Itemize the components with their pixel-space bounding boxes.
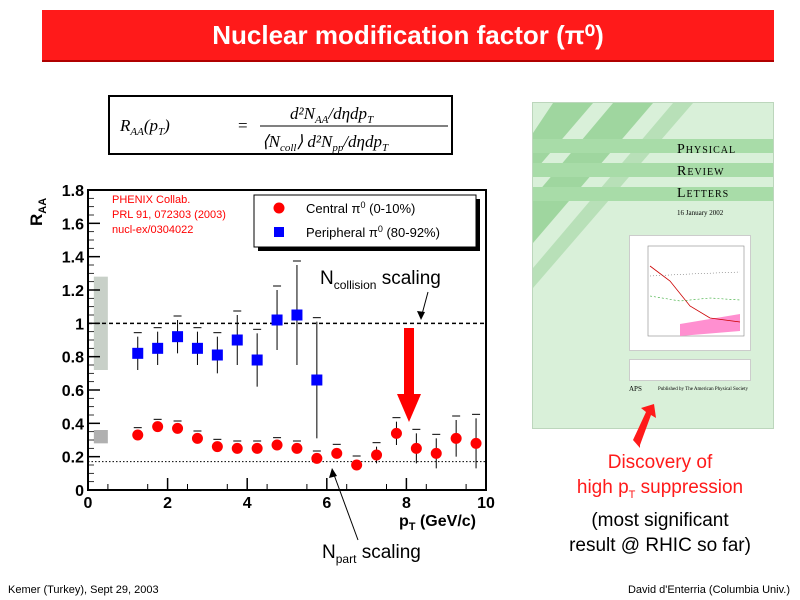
npart-scaling-label: Npart scaling xyxy=(322,542,421,566)
data-point-central xyxy=(430,447,442,459)
y-tick-label: 1.6 xyxy=(62,216,84,233)
formula-denominator: ⟨Ncoll⟩ d²Npp/dηdpT xyxy=(262,132,389,153)
collab-text-line: nucl-ex/0304022 xyxy=(112,224,193,236)
legend-label: Peripheral π0 (80-92%) xyxy=(306,224,440,240)
data-point-central xyxy=(311,452,323,464)
slide-title-bar: Nuclear modification factor (π⁰) xyxy=(42,10,774,60)
legend-box xyxy=(253,194,477,248)
raa-chart: 0 2 4 6 8 10 0 0.2 0.4 0.6 0.8 1 1.2 1.4 1.6 1.8 pT (GeV… xyxy=(0,150,520,590)
discovery-line2: high pT suppression xyxy=(576,477,744,501)
data-point-peripheral xyxy=(291,309,303,321)
x-tick-label: 2 xyxy=(163,495,172,512)
cover-date: 16 January 2002 xyxy=(677,209,724,217)
data-point-peripheral xyxy=(271,314,283,326)
y-tick-label: 0 xyxy=(75,483,84,500)
data-point-central xyxy=(211,441,223,453)
y-tick-label: 0.6 xyxy=(62,383,84,400)
legend-label: Central π0 (0-10%) xyxy=(306,200,415,216)
cover-journal-title: Physical Review Letters xyxy=(677,139,767,205)
data-point-peripheral xyxy=(251,354,263,366)
y-tick-label: 0.2 xyxy=(62,450,84,467)
cover-mini-plot xyxy=(647,245,745,337)
y-tick-label: 1 xyxy=(75,316,84,333)
formula-equals: = xyxy=(238,116,248,135)
data-point-central xyxy=(191,432,203,444)
syst-box-1 xyxy=(93,430,108,444)
data-point-central xyxy=(410,442,422,454)
y-tick-label: 0.8 xyxy=(62,350,84,367)
cover-caption-box xyxy=(629,359,751,381)
prl-cover-image: Physical Review Letters 16 January 2002 … xyxy=(532,102,774,429)
data-point-peripheral xyxy=(191,342,203,354)
cover-publisher: Published by The American Physical Socie… xyxy=(658,387,749,392)
data-point-central xyxy=(390,427,402,439)
data-point-peripheral xyxy=(311,374,323,386)
x-tick-label: 8 xyxy=(402,495,411,512)
x-tick-label: 4 xyxy=(243,495,252,512)
collab-text-line: PHENIX Collab. xyxy=(112,194,190,206)
raa-formula: RAA(pT) = d²NAA/dηdpT ⟨Ncoll⟩ d²Npp/dηdp… xyxy=(119,104,448,154)
data-point-peripheral xyxy=(172,331,184,343)
data-point-peripheral xyxy=(211,349,223,361)
footer-author: David d'Enterria (Columbia Univ.) xyxy=(627,584,790,596)
data-point-peripheral xyxy=(132,347,144,359)
npart-pointer-head xyxy=(329,468,337,478)
raa-chart-svg: 0 2 4 6 8 10 0 0.2 0.4 0.6 0.8 1 1.2 1.4 1.6 1.8 pT (GeV… xyxy=(27,183,495,566)
footer-venue: Kemer (Turkey), Sept 29, 2003 xyxy=(8,584,159,596)
suppression-arrow-shaft xyxy=(404,328,414,396)
cover-journal-line2: Review xyxy=(677,164,725,179)
x-tick-label: 0 xyxy=(84,495,93,512)
data-point-central xyxy=(331,447,343,459)
data-point-central xyxy=(450,432,462,444)
data-point-central xyxy=(351,459,363,471)
data-point-central xyxy=(271,439,283,451)
data-point-peripheral xyxy=(231,334,243,346)
data-point-central xyxy=(371,449,383,461)
y-axis-label: RAA xyxy=(27,198,49,226)
y-tick-label: 0.4 xyxy=(62,416,84,433)
cover-aps-logo: APS xyxy=(629,385,642,393)
y-tick-label: 1.8 xyxy=(62,183,84,200)
collab-text-line: PRL 91, 072303 (2003) xyxy=(112,209,226,221)
y-tick-label: 1.4 xyxy=(62,250,84,267)
x-tick-label: 6 xyxy=(322,495,331,512)
discovery-text: Discovery of high pT suppression (most s… xyxy=(540,450,780,558)
cover-journal-line3: Letters xyxy=(677,186,730,201)
discovery-line1: Discovery of xyxy=(607,452,713,473)
formula-numerator: d²NAA/dηdpT xyxy=(290,104,374,126)
data-point-central xyxy=(152,421,164,433)
data-point-central xyxy=(231,442,243,454)
npart-pointer-line xyxy=(332,471,359,541)
x-tick-label: 10 xyxy=(477,495,495,512)
legend-marker-square xyxy=(274,227,284,237)
y-tick-label: 1.2 xyxy=(62,283,84,300)
discovery-line4: result @ RHIC so far) xyxy=(569,534,751,556)
cover-journal-line1: Physical xyxy=(677,142,737,157)
data-point-central xyxy=(251,442,263,454)
syst-box-0 xyxy=(93,276,108,370)
raa-formula-box: RAA(pT) = d²NAA/dηdpT ⟨Ncoll⟩ d²Npp/dηdp… xyxy=(108,95,453,155)
slide-title: Nuclear modification factor (π⁰) xyxy=(212,19,604,50)
ncoll-scaling-label: Ncollision scaling xyxy=(320,268,441,292)
x-axis-label: pT (GeV/c) xyxy=(399,513,476,533)
cover-figure xyxy=(629,235,751,351)
data-point-peripheral xyxy=(152,342,164,354)
data-point-central xyxy=(470,437,482,449)
data-point-central xyxy=(132,429,144,441)
formula-lhs: RAA(pT) xyxy=(119,116,170,138)
discovery-line3: (most significant xyxy=(591,509,729,531)
legend-marker-circle xyxy=(273,202,285,214)
data-point-central xyxy=(291,442,303,454)
ncoll-pointer-head xyxy=(417,311,425,320)
cover-stripes xyxy=(533,103,773,288)
suppression-arrow-head xyxy=(397,394,421,422)
data-point-central xyxy=(172,422,184,434)
